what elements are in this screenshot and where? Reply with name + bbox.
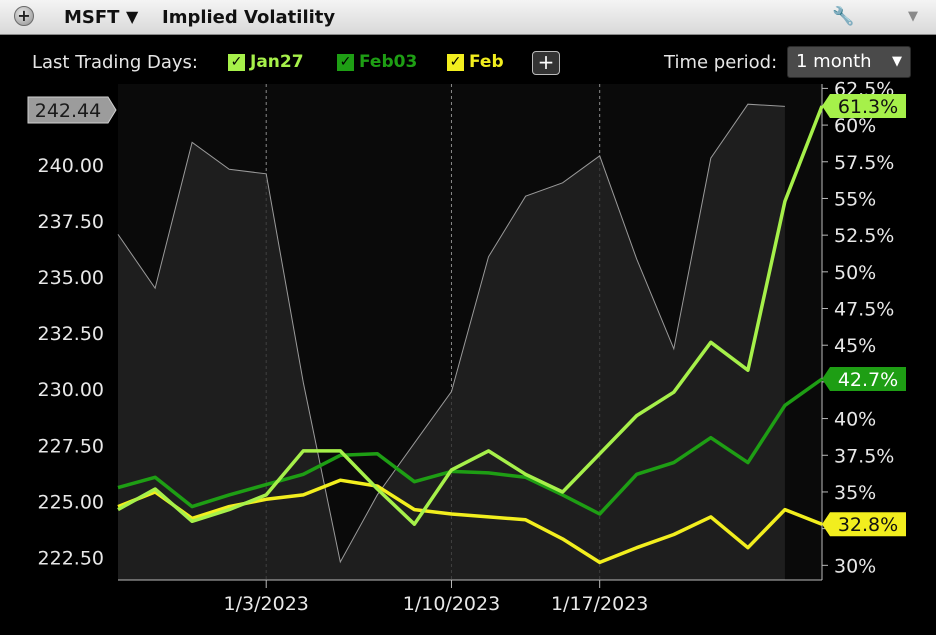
panel-menu-caret-icon[interactable]: ▼ — [908, 9, 918, 24]
price-area — [118, 104, 785, 580]
left-tick-label: 230.00 — [38, 379, 104, 401]
time-period-select[interactable]: 1 month ▼ — [787, 46, 911, 78]
iv-last-label-jan27: 61.3% — [838, 96, 898, 118]
right-tick-label: 55% — [834, 188, 876, 210]
left-tick-label: 227.50 — [38, 435, 104, 457]
symbol-dropdown-caret-icon[interactable]: ▼ — [126, 7, 139, 26]
left-tick-label: 222.50 — [38, 548, 104, 570]
x-tick-label: 1/17/2023 — [551, 593, 648, 615]
left-tick-label: 235.00 — [38, 267, 104, 289]
toolbar: Last Trading Days: ✓ Jan27 ✓ Feb03 ✓ Feb… — [0, 42, 936, 82]
title-bar: + MSFT ▼ Implied Volatility 🔧 ▼ — [0, 0, 936, 35]
right-tick-label: 47.5% — [834, 299, 894, 321]
legend-label-feb03: Feb03 — [359, 52, 418, 72]
left-tick-label: 225.00 — [38, 491, 104, 513]
legend-jan27[interactable]: ✓ Jan27 — [228, 51, 304, 73]
legend-feb[interactable]: ✓ Feb — [447, 51, 504, 73]
left-tick-label: 240.00 — [38, 155, 104, 177]
right-tick-label: 37.5% — [834, 445, 894, 467]
last-price-label: 242.44 — [35, 100, 101, 122]
checkbox-feb03[interactable]: ✓ — [337, 53, 354, 71]
iv-line-jan27 — [117, 105, 824, 526]
chevron-down-icon: ▼ — [892, 54, 902, 69]
iv-last-label-feb: 32.8% — [838, 514, 898, 536]
wrench-icon[interactable]: 🔧 — [832, 6, 855, 27]
right-tick-label: 35% — [834, 482, 876, 504]
right-tick-label: 30% — [834, 555, 876, 577]
iv-last-badge-feb — [822, 512, 906, 537]
add-series-button[interactable]: + — [532, 51, 560, 75]
right-tick-label: 45% — [834, 335, 876, 357]
iv-last-badge-jan27 — [822, 94, 906, 119]
x-tick-label: 1/10/2023 — [403, 593, 500, 615]
panel-title: Implied Volatility — [162, 7, 336, 28]
price-line — [117, 103, 785, 564]
checkbox-feb[interactable]: ✓ — [447, 53, 464, 71]
left-tick-label: 237.50 — [38, 211, 104, 233]
legend-label-jan27: Jan27 — [250, 52, 304, 72]
legend-label-feb: Feb — [469, 52, 504, 72]
symbol-label[interactable]: MSFT — [64, 7, 120, 28]
right-tick-label: 52.5% — [834, 225, 894, 247]
time-period-value: 1 month — [796, 51, 872, 72]
checkbox-jan27[interactable]: ✓ — [228, 53, 245, 71]
right-tick-label: 57.5% — [834, 152, 894, 174]
right-tick-label: 60% — [834, 115, 876, 137]
legend-feb03[interactable]: ✓ Feb03 — [337, 51, 417, 73]
iv-line-feb03 — [117, 377, 824, 516]
left-tick-label: 232.50 — [38, 323, 104, 345]
x-tick-label: 1/3/2023 — [224, 593, 309, 615]
right-tick-label: 50% — [834, 262, 876, 284]
circle-plus-icon[interactable]: + — [14, 6, 34, 26]
last-trading-days-label: Last Trading Days: — [32, 52, 198, 73]
iv-last-label-feb03: 42.7% — [838, 369, 898, 391]
iv-last-badge-feb03 — [822, 366, 906, 391]
time-period-label: Time period: — [664, 52, 778, 73]
last-price-badge — [27, 96, 117, 124]
right-tick-label: 40% — [834, 409, 876, 431]
